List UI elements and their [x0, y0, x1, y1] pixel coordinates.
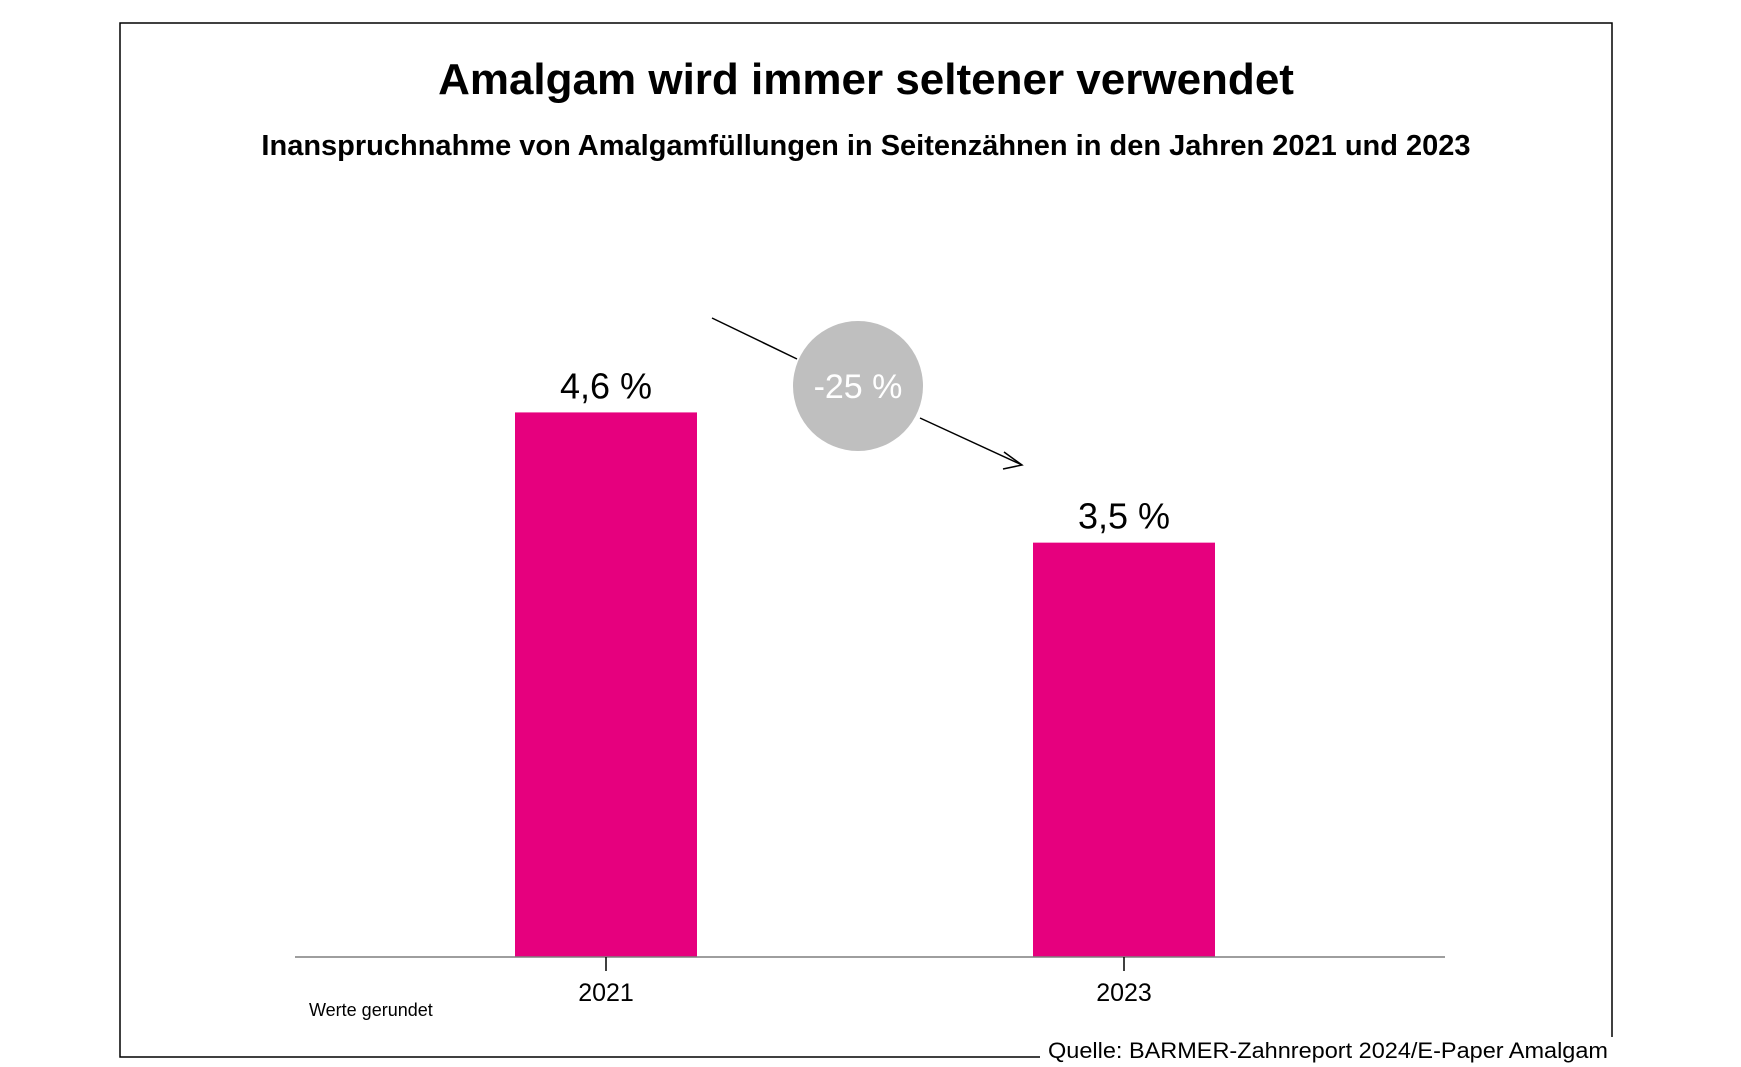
- arrowhead-icon: [1002, 451, 1024, 470]
- change-arrow-line-lower: [919, 417, 1023, 466]
- chart-title: Amalgam wird immer seltener verwendet: [438, 55, 1294, 104]
- change-badge-label: -25 %: [814, 368, 903, 406]
- chart-frame: [119, 22, 1613, 1058]
- value-label-2021: 4,6 %: [560, 365, 652, 406]
- x-tick-label-2021: 2021: [578, 979, 634, 1007]
- value-labels-group: 4,6 % 3,5 %: [560, 365, 1170, 536]
- source-text: Quelle: BARMER-Zahnreport 2024/E-Paper A…: [1048, 1038, 1608, 1063]
- bar-2023: [1033, 542, 1215, 957]
- x-ticks-group: 2021 2023: [578, 957, 1152, 1007]
- x-tick-label-2023: 2023: [1096, 979, 1152, 1007]
- change-badge: [793, 321, 923, 451]
- note-text: Werte gerundet: [309, 1000, 433, 1020]
- change-arrow: [711, 317, 1024, 470]
- change-arrow-line-upper: [711, 317, 798, 360]
- bar-2021: [515, 412, 697, 958]
- value-label-2023: 3,5 %: [1078, 496, 1170, 537]
- chart-subtitle: Inanspruchnahme von Amalgamfüllungen in …: [261, 130, 1470, 162]
- bars-group: [515, 412, 1215, 958]
